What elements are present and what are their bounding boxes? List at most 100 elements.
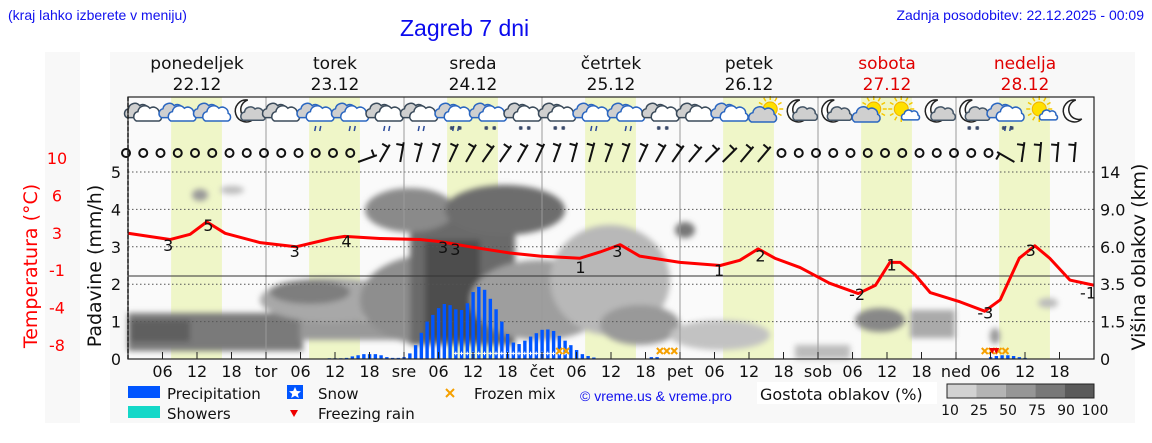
rain-drop-icon [348,125,351,132]
cloud-icon [851,106,881,123]
day-name: sreda [449,54,496,74]
day-date: 27.12 [863,75,912,95]
weather-icon-moon-cloud [821,99,853,123]
x-tick-label: 06 [566,362,586,381]
wind-barb-tick [729,144,736,151]
wind-calm-icon [276,148,287,158]
weather-icon-overcast [675,102,715,122]
temp-tick-label: -8 [49,336,65,355]
sun-ray [1032,97,1036,102]
wind-barb-tick [552,142,560,147]
cloud-density-level: 10 [941,403,959,419]
temperature-label: 3 [438,238,448,257]
precipitation-bar [994,356,999,359]
x-tick-label: 18 [221,362,241,381]
weather-icon-moon [1062,99,1083,123]
precip-tick-label: 0 [111,350,121,369]
x-tick-label: 12 [601,362,621,381]
wind-calm-icon [259,148,269,158]
frozen-mix-marker [670,347,678,355]
wind-barb-tick [995,153,1001,161]
weather-icon-sleet-day [986,102,1025,132]
day-date: 25.12 [587,75,636,95]
snow-star-icon [289,387,301,398]
x-tick-label: 18 [635,362,655,381]
wind-barb-tick [1016,143,1025,147]
cloud-height-tick-label: 0 [1100,350,1110,369]
wind-barb-tick [503,143,511,149]
day-name: torek [313,54,357,74]
precipitation-bar [350,356,355,359]
temperature-line [127,220,1095,313]
temperature-label: -1 [1080,284,1096,303]
snowflake-icon [664,126,669,130]
rain-drop-icon [353,125,356,132]
weather-icon-overcast [261,102,301,122]
wind-calm-icon [880,148,890,158]
wind-calm-icon [931,148,942,158]
precipitation-bar [465,303,470,359]
wind-calm-icon [897,148,908,158]
day-name: četrtek [581,54,642,74]
precipitation-bar [580,354,585,359]
frozen-mix-marker [562,347,570,355]
cloud-density-level: 50 [999,403,1017,419]
wind-barb-tick [1033,143,1041,147]
precip-tick-label: 4 [111,200,121,219]
cloud-height-tick-label: 14 [1100,163,1120,182]
cloud-density-swatch [947,384,977,398]
x-tick-label: ned [941,362,971,381]
frozen-mix-marker [981,347,989,355]
precip-tick-label: 3 [111,238,121,257]
wind-calm-icon [155,148,166,158]
precipitation-bar [471,292,475,359]
snowflake-icon [457,126,462,130]
weather-icon-overcast-day [710,102,749,122]
temperature-label: 4 [341,232,351,251]
sun-ray [758,101,763,106]
weather-icon-sun-small-cloud [888,96,921,122]
weather-icon-sun-small-cloud [1026,96,1059,122]
x-tick-label: 06 [152,362,172,381]
cloud-icon [900,109,921,121]
sun-ray [1027,112,1032,117]
cloud-density-title-bg [757,382,937,404]
rain-drop-icon [383,125,386,132]
sun-ray [881,112,886,117]
snow-marker [511,351,516,356]
wind-barb-tick [675,143,683,149]
wind-barb-tick [396,143,404,147]
wind-barb-tick [381,142,389,149]
sun-ray [908,101,913,106]
wind-calm-icon [983,148,994,158]
x-tick-label: 12 [877,362,897,381]
cloud-density-swatch [1064,384,1094,398]
snowflake-icon [1009,126,1014,130]
sun-ray [889,112,894,117]
x-tick-label: 06 [290,362,310,381]
weather-icon-snow [537,102,577,130]
sun-ray [1043,97,1047,102]
wind-barb-tick [745,143,753,150]
precip-tick-label: 1 [111,313,121,332]
wind-barb-icon [996,151,1015,163]
wind-barb-icon [570,142,579,163]
wind-calm-icon [190,148,200,158]
temperature-label: 5 [203,216,213,235]
day-name: nedelja [994,54,1056,74]
wind-calm-icon [845,148,856,158]
snow-marker [545,351,550,356]
legend-frozen-mix: Frozen mix [474,385,556,403]
moon-cloud [930,106,957,121]
precipitation-bar [419,332,424,359]
moon-cloud [826,106,853,121]
snow-marker [517,351,521,356]
wind-barb-icon [671,145,685,163]
temperature-label: 1 [887,256,897,275]
temp-axis-label: Temperatura (°C) [20,184,42,349]
weather-icon-rain-day [606,102,646,132]
precipitation-bar [511,342,516,359]
temperature-label: 3 [450,240,460,259]
